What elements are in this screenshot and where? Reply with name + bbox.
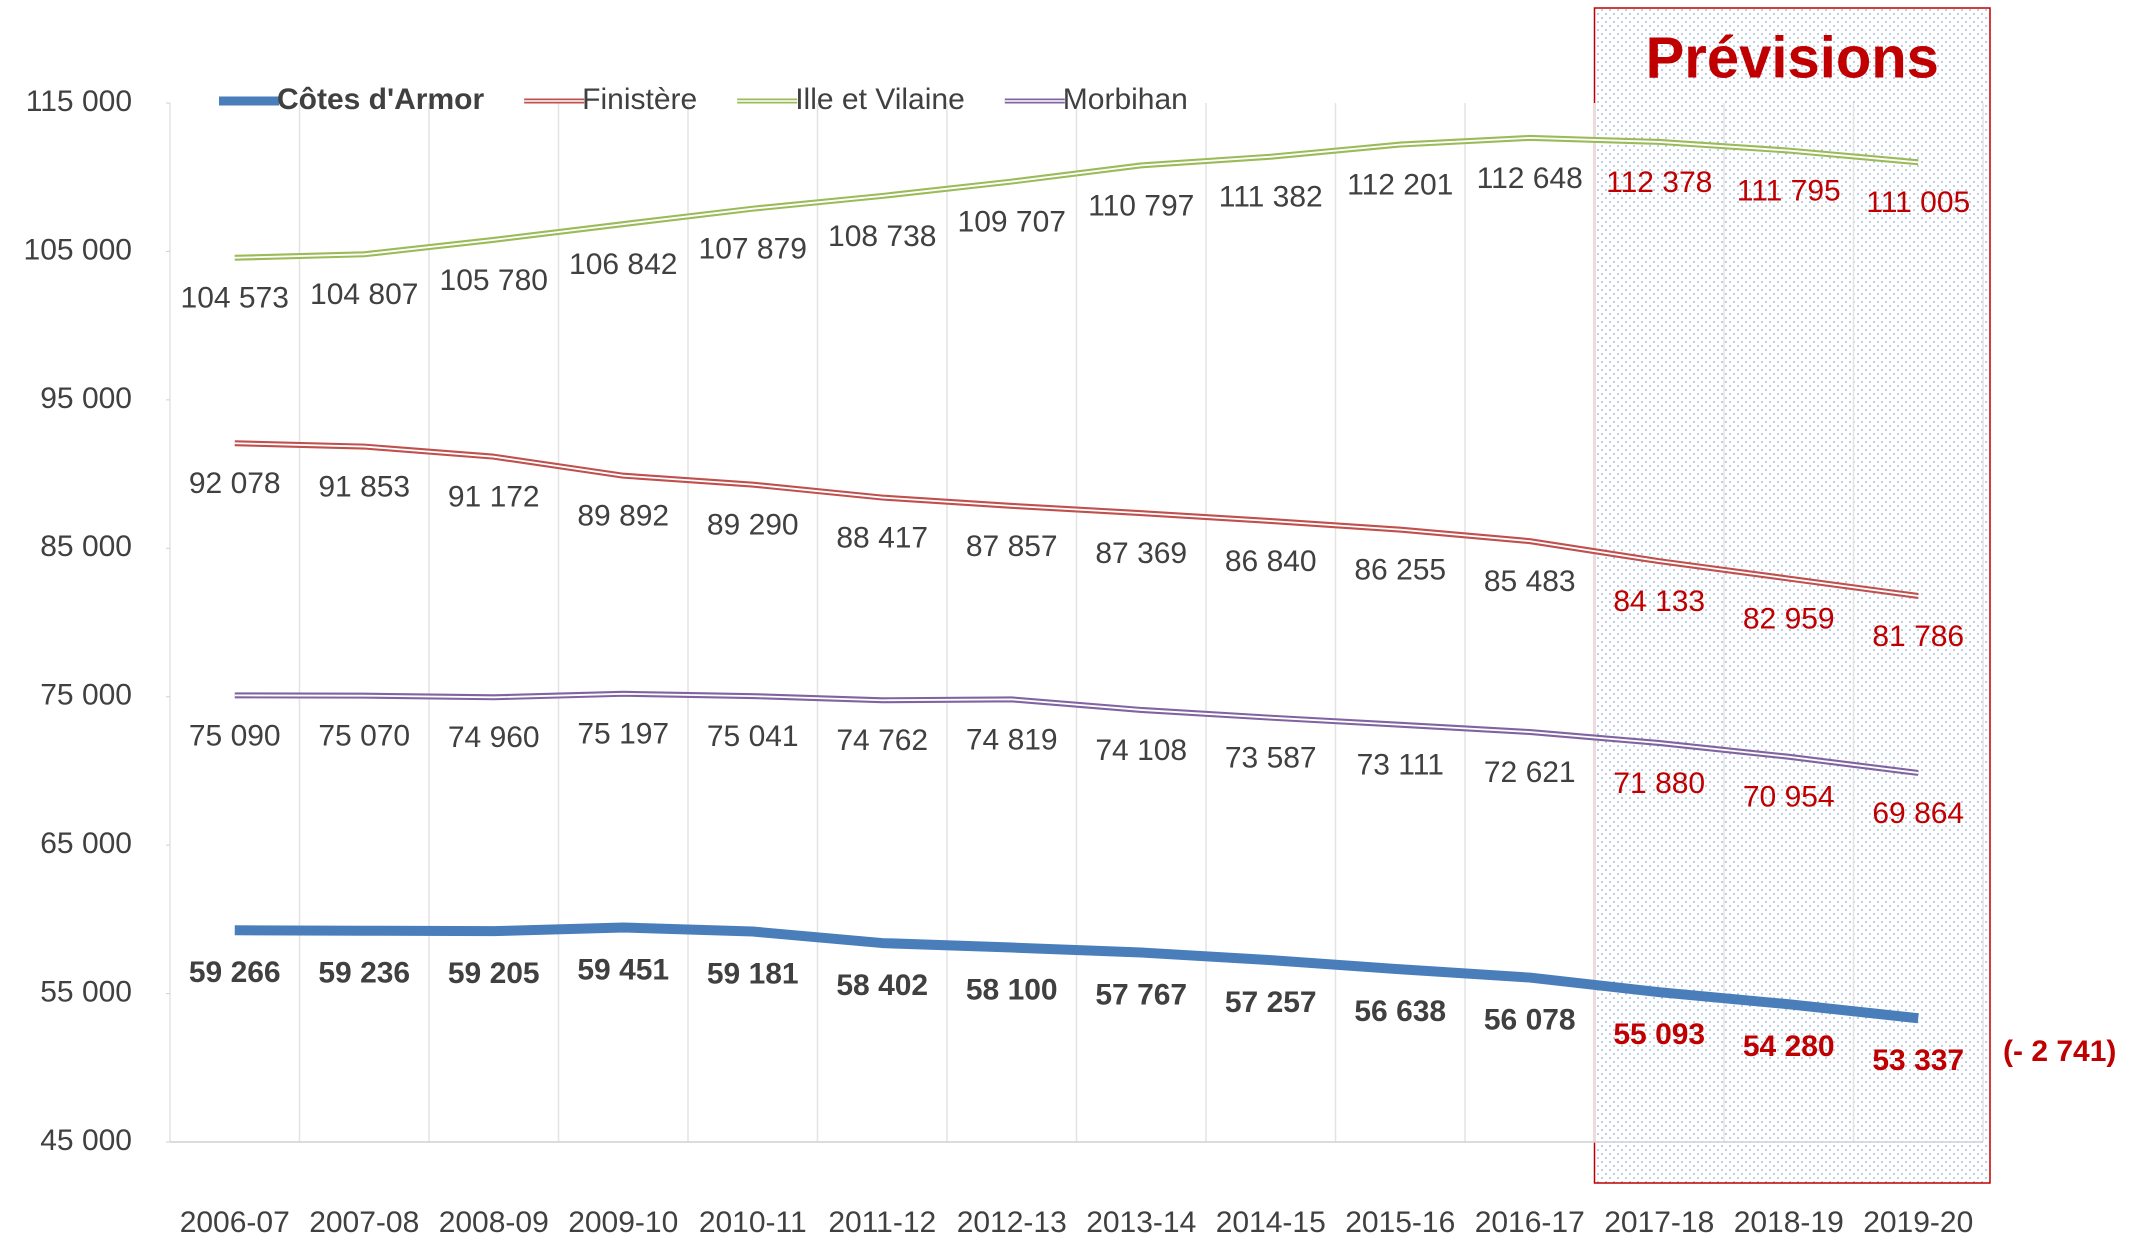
data-label: 53 337 bbox=[1872, 1044, 1964, 1077]
y-tick-label: 95 000 bbox=[40, 382, 132, 415]
data-label: 91 172 bbox=[448, 481, 540, 514]
data-label: 86 255 bbox=[1354, 554, 1446, 587]
series-line bbox=[234, 922, 1919, 1024]
series-line-inner bbox=[234, 442, 1919, 597]
x-tick-label: 2007-08 bbox=[309, 1206, 419, 1239]
annotation: (- 2 741) bbox=[2003, 1035, 2116, 1068]
data-label: 58 402 bbox=[836, 969, 928, 1002]
data-label: 89 290 bbox=[707, 509, 799, 542]
data-label: 73 111 bbox=[1357, 749, 1444, 782]
legend-label: Ille et Vilaine bbox=[795, 83, 965, 116]
y-tick-label: 85 000 bbox=[40, 530, 132, 563]
x-tick-label: 2017-18 bbox=[1604, 1206, 1714, 1239]
series-line-inner bbox=[234, 137, 1919, 259]
forecast-region bbox=[1593, 7, 1991, 1184]
data-label: 75 041 bbox=[707, 720, 799, 753]
x-tick-label: 2019-20 bbox=[1863, 1206, 1973, 1239]
data-label: 74 960 bbox=[448, 721, 540, 754]
y-tick-label: 105 000 bbox=[24, 233, 132, 266]
x-tick-label: 2012-13 bbox=[957, 1206, 1067, 1239]
data-label: 108 738 bbox=[828, 220, 936, 253]
data-label: 57 767 bbox=[1095, 978, 1187, 1011]
data-label: 111 795 bbox=[1737, 174, 1841, 207]
data-label: 106 842 bbox=[569, 248, 677, 281]
legend-label: Morbihan bbox=[1063, 83, 1188, 116]
data-label: 82 959 bbox=[1743, 603, 1835, 636]
data-label: 104 573 bbox=[181, 282, 289, 315]
data-label: 107 879 bbox=[699, 233, 807, 266]
x-tick-label: 2009-10 bbox=[568, 1206, 678, 1239]
data-label: 72 621 bbox=[1484, 756, 1576, 789]
data-label: 110 797 bbox=[1088, 189, 1194, 222]
data-label: 111 005 bbox=[1866, 186, 1970, 219]
data-label: 57 257 bbox=[1225, 986, 1317, 1019]
data-label: 75 090 bbox=[189, 719, 281, 752]
data-label: 87 369 bbox=[1095, 537, 1187, 570]
x-tick-label: 2011-12 bbox=[828, 1206, 936, 1239]
data-label: 59 451 bbox=[577, 953, 669, 986]
y-tick-label: 75 000 bbox=[40, 679, 132, 712]
data-label: 81 786 bbox=[1872, 620, 1964, 653]
x-tick-label: 2016-17 bbox=[1475, 1206, 1585, 1239]
data-label: 84 133 bbox=[1613, 585, 1705, 618]
data-label: 88 417 bbox=[836, 521, 928, 554]
data-label: 112 378 bbox=[1606, 166, 1712, 199]
x-tick-label: 2015-16 bbox=[1345, 1206, 1455, 1239]
data-label: 59 236 bbox=[318, 957, 410, 990]
data-label: 75 070 bbox=[318, 720, 410, 753]
y-tick-label: 45 000 bbox=[40, 1124, 132, 1157]
data-label: 85 483 bbox=[1484, 565, 1576, 598]
x-tick-label: 2008-09 bbox=[439, 1206, 549, 1239]
data-label: 73 587 bbox=[1225, 742, 1317, 775]
x-tick-label: 2018-19 bbox=[1734, 1206, 1844, 1239]
data-label: 59 205 bbox=[448, 957, 540, 990]
legend-label: Côtes d'Armor bbox=[277, 83, 484, 116]
data-label: 109 707 bbox=[958, 205, 1066, 238]
data-label: 56 638 bbox=[1354, 995, 1446, 1028]
y-tick-label: 65 000 bbox=[40, 827, 132, 860]
series-line-inner bbox=[234, 692, 1919, 774]
data-label: 75 197 bbox=[577, 718, 669, 751]
data-label: 54 280 bbox=[1743, 1030, 1835, 1063]
data-label: 112 648 bbox=[1477, 162, 1583, 195]
data-label: 111 382 bbox=[1219, 181, 1323, 214]
y-tick-label: 55 000 bbox=[40, 975, 132, 1008]
data-label: 70 954 bbox=[1743, 781, 1835, 814]
data-label: 104 807 bbox=[310, 278, 418, 311]
data-label: 89 892 bbox=[577, 500, 669, 533]
data-label: 74 819 bbox=[966, 723, 1058, 756]
data-label: 112 201 bbox=[1347, 168, 1453, 201]
x-tick-label: 2013-14 bbox=[1086, 1206, 1196, 1239]
forecast-label: Prévisions bbox=[1646, 25, 1939, 90]
x-tick-label: 2006-07 bbox=[180, 1206, 290, 1239]
data-label: 59 266 bbox=[189, 956, 281, 989]
data-label: 91 853 bbox=[318, 470, 410, 503]
data-label: 69 864 bbox=[1872, 797, 1964, 830]
data-label: 58 100 bbox=[966, 973, 1058, 1006]
data-label: 74 762 bbox=[836, 724, 928, 757]
x-tick-label: 2014-15 bbox=[1216, 1206, 1326, 1239]
y-tick-label: 115 000 bbox=[26, 85, 132, 118]
x-tick-label: 2010-11 bbox=[699, 1206, 807, 1239]
data-label: 105 780 bbox=[440, 264, 548, 297]
data-label: 74 108 bbox=[1095, 734, 1187, 767]
data-label: 59 181 bbox=[707, 957, 799, 990]
data-label: 87 857 bbox=[966, 530, 1058, 563]
data-label: 55 093 bbox=[1613, 1018, 1705, 1051]
data-label: 92 078 bbox=[189, 467, 281, 500]
legend-label: Finistère bbox=[582, 83, 697, 116]
data-label: 71 880 bbox=[1613, 767, 1705, 800]
data-label: 86 840 bbox=[1225, 545, 1317, 578]
data-label: 56 078 bbox=[1484, 1003, 1576, 1036]
